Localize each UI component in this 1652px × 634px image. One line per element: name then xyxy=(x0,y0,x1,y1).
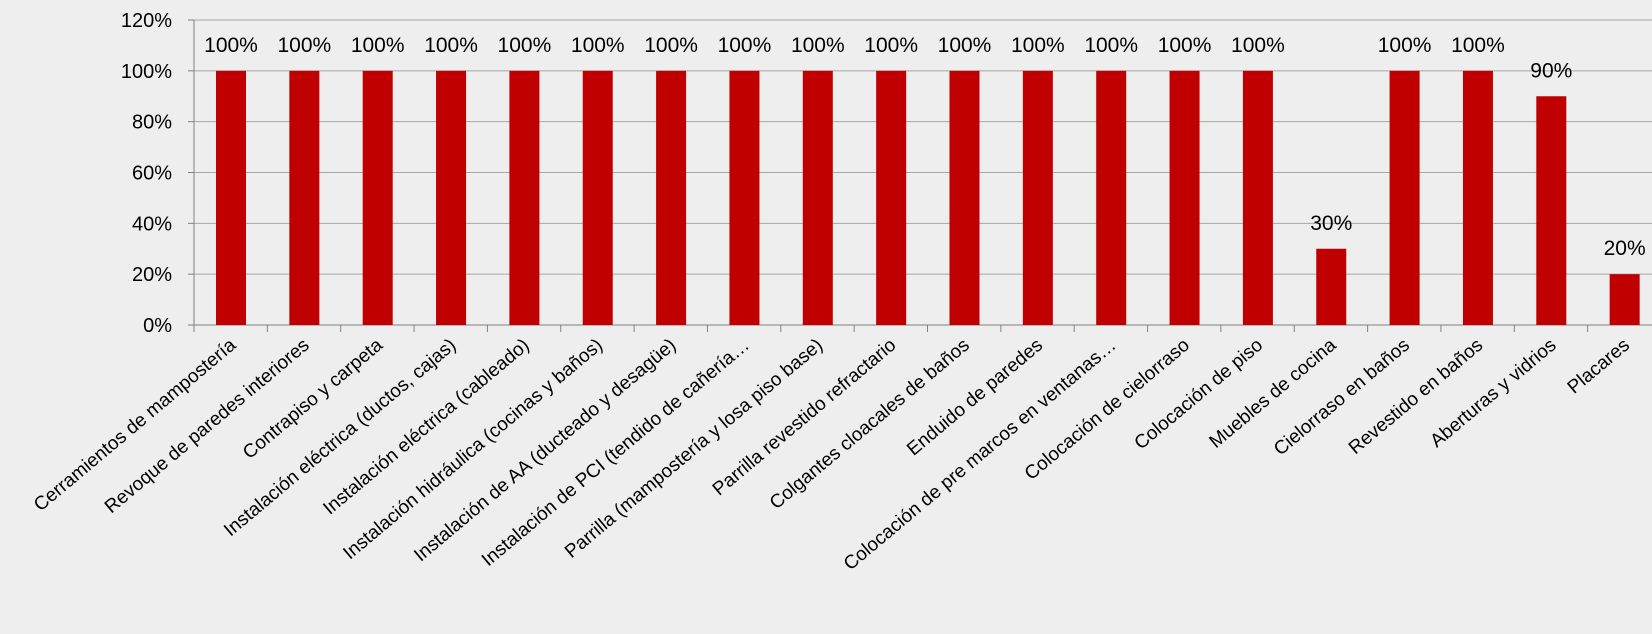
bar xyxy=(1536,96,1567,325)
category-label: Instalación de AA (ducteado y desagüe) xyxy=(410,335,680,566)
data-label: 100% xyxy=(1011,34,1065,57)
y-tick-label: 80% xyxy=(132,112,172,134)
bar xyxy=(1389,70,1420,325)
y-tick-labels: 0% 20% 40% 60% 80% 100% 120% xyxy=(121,10,172,337)
bars xyxy=(216,70,1640,325)
data-label: 100% xyxy=(204,34,258,57)
data-label: 100% xyxy=(498,34,552,57)
data-labels: 100% 100% 100% 100% 100% 100% 100% 100% 100% 100%… xyxy=(204,34,1646,260)
data-label: 20% xyxy=(1604,237,1646,260)
y-tick-label: 40% xyxy=(132,213,172,235)
category-label: Muebles de cocina xyxy=(1206,334,1341,452)
data-label: 100% xyxy=(864,34,918,57)
bar xyxy=(802,70,833,325)
category-label: Cielorraso en baños xyxy=(1270,335,1414,460)
bar xyxy=(1169,70,1200,325)
bar xyxy=(949,70,980,325)
data-label: 100% xyxy=(644,34,698,57)
category-label: Parrilla (mampostería y losa piso base) xyxy=(561,335,827,563)
y-tick-label: 120% xyxy=(121,10,172,32)
bar xyxy=(582,70,613,325)
bar xyxy=(1242,70,1273,325)
y-tick-label: 60% xyxy=(132,163,172,185)
data-label: 100% xyxy=(1231,34,1285,57)
y-tick-label: 100% xyxy=(121,61,172,83)
y-tick-label: 20% xyxy=(132,264,172,286)
bar xyxy=(436,70,467,325)
data-label: 90% xyxy=(1530,59,1572,82)
category-label: Aberturas y vidrios xyxy=(1426,335,1560,452)
axes xyxy=(188,19,1652,332)
y-tick-label: 0% xyxy=(143,315,172,337)
bar xyxy=(362,70,393,325)
data-label: 30% xyxy=(1310,212,1352,235)
data-label: 100% xyxy=(1158,34,1212,57)
data-label: 100% xyxy=(571,34,625,57)
data-label: 100% xyxy=(718,34,772,57)
category-label: Enduido de paredes xyxy=(903,335,1047,460)
data-label: 100% xyxy=(351,34,405,57)
bar xyxy=(1316,248,1347,325)
data-label: 100% xyxy=(1378,34,1432,57)
bar xyxy=(289,70,320,325)
category-label: Contrapiso y carpeta xyxy=(239,334,387,463)
bar xyxy=(876,70,907,325)
data-label: 100% xyxy=(1451,34,1505,57)
bar xyxy=(1462,70,1493,325)
category-label: Revestido en baños xyxy=(1345,335,1487,459)
category-label: Instalación de PCI (tendido de cañería… xyxy=(478,335,754,571)
bar xyxy=(729,70,760,325)
data-label: 100% xyxy=(938,34,992,57)
bar xyxy=(509,70,540,325)
bar xyxy=(1022,70,1053,325)
bar xyxy=(656,70,687,325)
data-label: 100% xyxy=(1084,34,1138,57)
bar xyxy=(1609,274,1640,325)
data-label: 100% xyxy=(424,34,478,57)
bar xyxy=(1096,70,1127,325)
bar xyxy=(216,70,246,325)
category-label: Placares xyxy=(1564,335,1634,399)
data-label: 100% xyxy=(791,34,845,57)
category-label: Colocación de piso xyxy=(1131,335,1267,454)
data-label: 100% xyxy=(277,34,331,57)
gridlines xyxy=(194,19,1652,275)
category-label: Colocación de pre marcos en ventanas… xyxy=(840,335,1120,575)
category-label: Instalación hidráulica (cocinas y baños) xyxy=(339,335,607,564)
